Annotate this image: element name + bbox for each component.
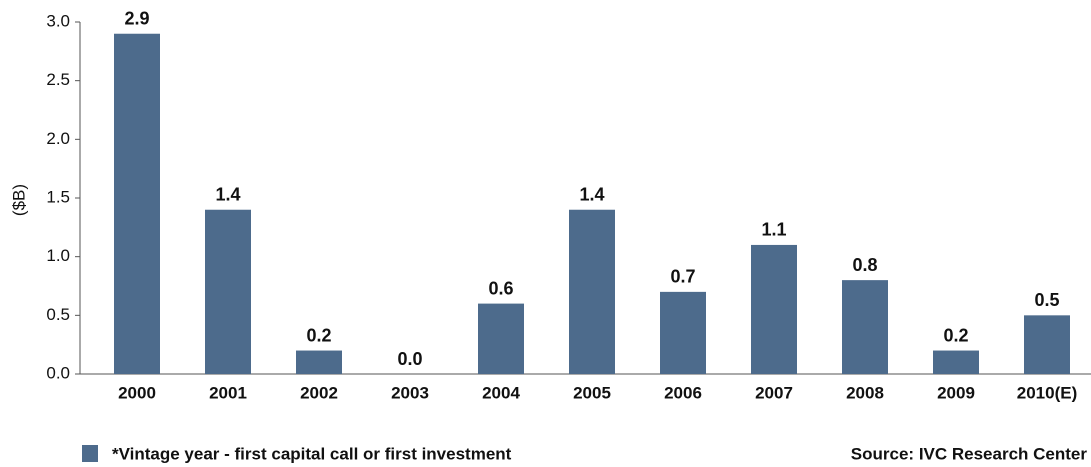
source-note: Source: IVC Research Center xyxy=(851,444,1088,463)
value-label: 0.0 xyxy=(397,349,422,369)
x-tick-label: 2009 xyxy=(937,383,975,402)
y-tick-label: 1.0 xyxy=(46,246,70,265)
x-tick-label: 2008 xyxy=(846,383,884,402)
bar xyxy=(660,291,706,374)
value-label: 1.1 xyxy=(761,220,786,240)
x-tick-label: 2005 xyxy=(573,383,611,402)
y-tick-label: 0.0 xyxy=(46,363,70,382)
bar xyxy=(751,244,797,374)
y-tick-label: 2.5 xyxy=(46,70,70,89)
y-tick-label: 0.5 xyxy=(46,305,70,324)
value-label: 0.2 xyxy=(943,325,968,345)
value-label: 0.6 xyxy=(488,278,513,298)
value-label: 0.8 xyxy=(852,255,877,275)
bar xyxy=(569,209,615,374)
x-tick-label: 2004 xyxy=(482,383,520,402)
value-label: 1.4 xyxy=(215,184,240,204)
x-tick-label: 2006 xyxy=(664,383,702,402)
bar xyxy=(296,350,342,374)
bar xyxy=(933,350,979,374)
y-tick-label: 1.5 xyxy=(46,187,70,206)
y-tick-label: 3.0 xyxy=(46,11,70,30)
legend-swatch xyxy=(82,445,98,462)
bar xyxy=(205,209,251,374)
y-axis-label: ($B) xyxy=(9,184,28,216)
bar xyxy=(478,303,524,374)
x-tick-label: 2003 xyxy=(391,383,429,402)
x-tick-label: 2000 xyxy=(118,383,156,402)
bar xyxy=(1024,315,1070,374)
bar xyxy=(842,280,888,374)
value-label: 0.7 xyxy=(670,267,695,287)
value-label: 2.9 xyxy=(124,8,149,28)
x-tick-label: 2001 xyxy=(209,383,247,402)
legend-label: *Vintage year - first capital call or fi… xyxy=(112,444,512,463)
x-tick-label: 2002 xyxy=(300,383,338,402)
value-label: 0.2 xyxy=(306,325,331,345)
x-tick-label: 2010(E) xyxy=(1017,383,1077,402)
x-tick-label: 2007 xyxy=(755,383,793,402)
value-label: 1.4 xyxy=(579,184,604,204)
bar xyxy=(114,33,160,374)
value-label: 0.5 xyxy=(1034,290,1059,310)
y-tick-label: 2.0 xyxy=(46,129,70,148)
